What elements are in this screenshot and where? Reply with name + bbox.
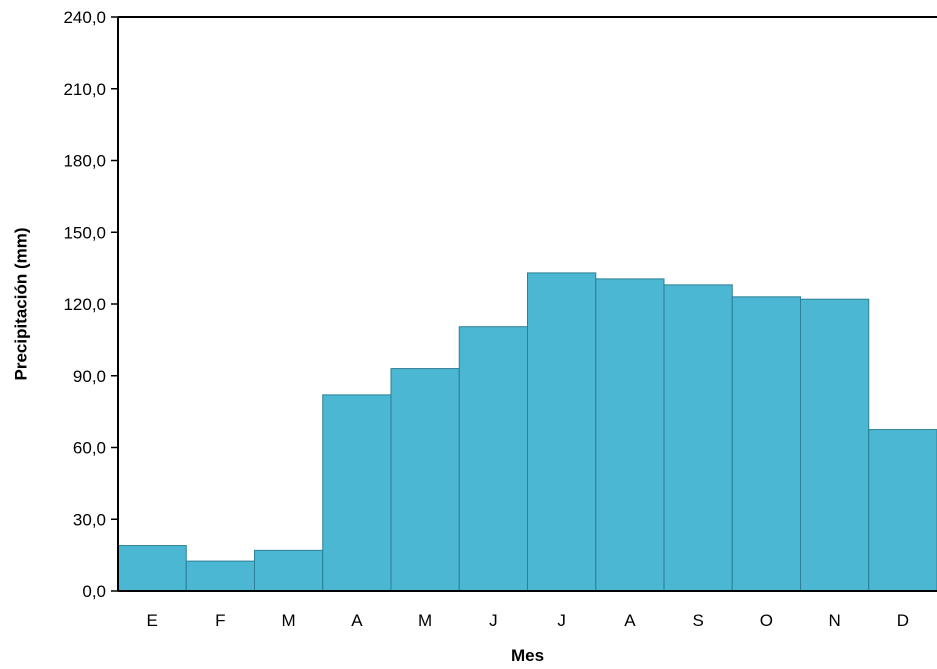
bar-11 [800,298,870,592]
y-axis-title: Precipitación (mm) [11,227,30,380]
bar-8 [595,278,665,592]
y-tick-label: 90,0 [73,367,106,386]
bar-3 [254,549,324,592]
bar-4 [322,394,392,592]
x-tick-label: D [897,611,909,630]
y-tick-label: 0,0 [82,582,106,601]
bar-5 [390,368,460,592]
x-axis-title: Mes [511,646,544,665]
bar-9 [663,284,733,592]
x-tick-label: J [489,611,498,630]
x-tick-label: S [692,611,703,630]
bar-1 [117,545,187,592]
bar-2 [185,560,255,592]
x-tick-label: A [624,611,636,630]
y-tick-label: 180,0 [63,152,106,171]
x-tick-label: M [282,611,296,630]
y-ticks-layer: 0,0 30,0 60,0 90,0 120,0 150,0 180,0 210,0 240,0 [63,8,118,601]
x-tick-label: E [146,611,157,630]
y-tick-label: 240,0 [63,8,106,27]
x-tick-label: A [351,611,363,630]
bar-6 [458,326,528,592]
x-tick-label: M [418,611,432,630]
x-tick-label: F [215,611,225,630]
x-tick-label: J [557,611,566,630]
y-tick-label: 120,0 [63,295,106,314]
bar-7 [527,272,597,592]
y-tick-label: 210,0 [63,80,106,99]
bars-layer [117,272,937,592]
bar-12 [868,429,937,592]
y-tick-label: 60,0 [73,439,106,458]
y-tick-label: 30,0 [73,510,106,529]
x-tick-label: N [828,611,840,630]
y-tick-label: 150,0 [63,223,106,242]
bar-10 [731,296,801,592]
x-tick-label: O [760,611,773,630]
